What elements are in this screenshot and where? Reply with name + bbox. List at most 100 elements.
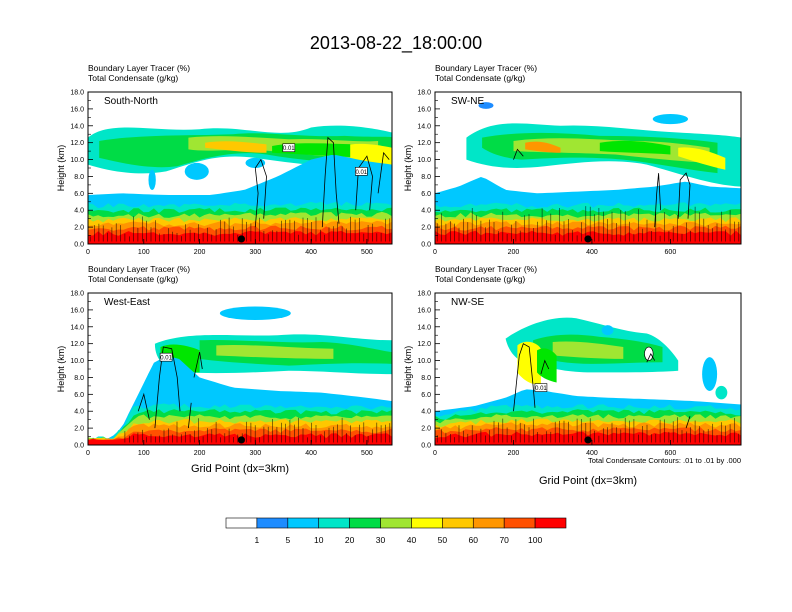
y-axis-label: Height (km)	[403, 145, 413, 192]
colorbar-swatch	[225, 517, 258, 529]
cloud-blob	[148, 169, 156, 190]
x-tick-label: 400	[586, 450, 598, 457]
cloud-band	[678, 147, 726, 170]
x-tick-label: 400	[305, 450, 317, 457]
location-marker	[584, 235, 592, 243]
y-tick-label: 16.0	[417, 307, 431, 314]
colorbar-swatch	[380, 517, 412, 529]
x-tick-label: 200	[194, 450, 206, 457]
y-tick-label: 14.0	[417, 324, 431, 331]
x-tick-label: 600	[665, 450, 677, 457]
y-tick-label: 10.0	[70, 157, 84, 164]
x-tick-label: 100	[138, 450, 150, 457]
tracer-field	[88, 306, 392, 445]
colorbar-swatch	[442, 517, 474, 529]
x-tick-label: 200	[508, 249, 520, 256]
y-tick-label: 2.0	[74, 426, 84, 433]
condensate-contour	[513, 148, 691, 228]
x-tick-label: 200	[508, 450, 520, 457]
contour-label-text: 0.01	[535, 386, 547, 392]
y-tick-label: 0.0	[421, 443, 431, 450]
colorbar-label: 10	[314, 535, 324, 545]
y-tick-label: 6.0	[421, 191, 431, 198]
colorbar: 1 5 10 20 30 40 50 60 70 100	[225, 517, 567, 545]
y-tick-label: 18.0	[70, 90, 84, 97]
cloud-band	[552, 341, 624, 359]
colorbar-swatch	[411, 517, 443, 529]
panel-south-north: Boundary Layer Tracer (%)Total Condensat…	[56, 63, 393, 256]
y-tick-label: 4.0	[74, 409, 84, 416]
contour-label: 0.01	[159, 352, 173, 362]
panel-title: NW-SE	[451, 297, 484, 308]
panel-header-condensate: Total Condensate (g/kg)	[88, 274, 178, 284]
cloud-band	[599, 140, 671, 155]
panel-header-condensate: Total Condensate (g/kg)	[435, 73, 525, 83]
y-axis-label: Height (km)	[56, 145, 66, 192]
y-tick-label: 8.0	[421, 174, 431, 181]
x-tick-label: 0	[86, 450, 90, 457]
y-axis-label: Height (km)	[403, 346, 413, 393]
terrain-spikes	[436, 206, 740, 242]
terrain-spikes	[436, 417, 740, 443]
x-tick-label: 0	[86, 249, 90, 256]
colorbar-label: 70	[499, 535, 509, 545]
y-tick-label: 0.0	[74, 443, 84, 450]
cloud-blob	[478, 102, 494, 109]
contour-label: 0.01	[534, 383, 548, 392]
colorbar-swatch	[318, 517, 350, 529]
colorbar-swatch	[534, 517, 567, 529]
contour-label-box	[159, 352, 173, 362]
panels: Boundary Layer Tracer (%)Total Condensat…	[56, 63, 742, 457]
y-tick-label: 16.0	[70, 106, 84, 113]
y-tick-label: 0.0	[74, 242, 84, 249]
tracer-field	[435, 317, 741, 445]
y-tick-label: 6.0	[74, 191, 84, 198]
y-tick-label: 0.0	[421, 242, 431, 249]
contour-label-text: 0.01	[283, 146, 295, 152]
contour-label: 0.01	[355, 167, 368, 176]
colorbar-swatch	[349, 517, 381, 529]
x-tick-label: 600	[665, 249, 677, 256]
colorbar-label: 60	[469, 535, 479, 545]
contour-label-box	[355, 167, 368, 176]
panel-header-tracer: Boundary Layer Tracer (%)	[88, 264, 190, 274]
cloud-band	[205, 141, 267, 153]
contour-label-box	[534, 383, 548, 392]
panel-sw-ne: Boundary Layer Tracer (%)Total Condensat…	[403, 63, 742, 256]
location-marker	[584, 436, 592, 444]
x-tick-label: 300	[249, 249, 261, 256]
colorbar-label: 20	[345, 535, 355, 545]
cloud-blob	[601, 325, 614, 336]
colorbar-swatch	[256, 517, 289, 529]
contour-label-text: 0.01	[160, 356, 172, 362]
cloud-blob	[652, 113, 689, 125]
panel-title: SW-NE	[451, 96, 484, 107]
cloud-blob	[702, 357, 718, 391]
cloud-band	[216, 345, 334, 359]
y-tick-label: 12.0	[70, 341, 84, 348]
x-axis-label-bottom-left: Grid Point (dx=3km)	[191, 463, 289, 475]
x-axis-label-bottom-right: Grid Point (dx=3km)	[539, 475, 637, 487]
contour-note: Total Condensate Contours: .01 to .01 by…	[588, 456, 741, 465]
panel-header-tracer: Boundary Layer Tracer (%)	[435, 63, 537, 73]
y-tick-label: 2.0	[421, 426, 431, 433]
cloud-band	[517, 341, 541, 385]
y-tick-label: 8.0	[421, 375, 431, 382]
panel-nw-se: Boundary Layer Tracer (%)Total Condensat…	[403, 264, 742, 457]
panel-header-tracer: Boundary Layer Tracer (%)	[88, 63, 190, 73]
y-tick-label: 12.0	[417, 341, 431, 348]
y-tick-label: 12.0	[70, 140, 84, 147]
contour-label-box	[282, 143, 296, 153]
y-tick-label: 8.0	[74, 174, 84, 181]
panel-header-condensate: Total Condensate (g/kg)	[435, 274, 525, 284]
tracer-field	[88, 125, 392, 244]
x-tick-label: 400	[586, 249, 598, 256]
colorbar-label: 40	[407, 535, 417, 545]
y-tick-label: 14.0	[417, 123, 431, 130]
x-tick-label: 200	[194, 249, 206, 256]
y-tick-label: 10.0	[417, 358, 431, 365]
y-tick-label: 6.0	[421, 392, 431, 399]
x-tick-label: 500	[361, 249, 373, 256]
y-tick-label: 4.0	[421, 409, 431, 416]
